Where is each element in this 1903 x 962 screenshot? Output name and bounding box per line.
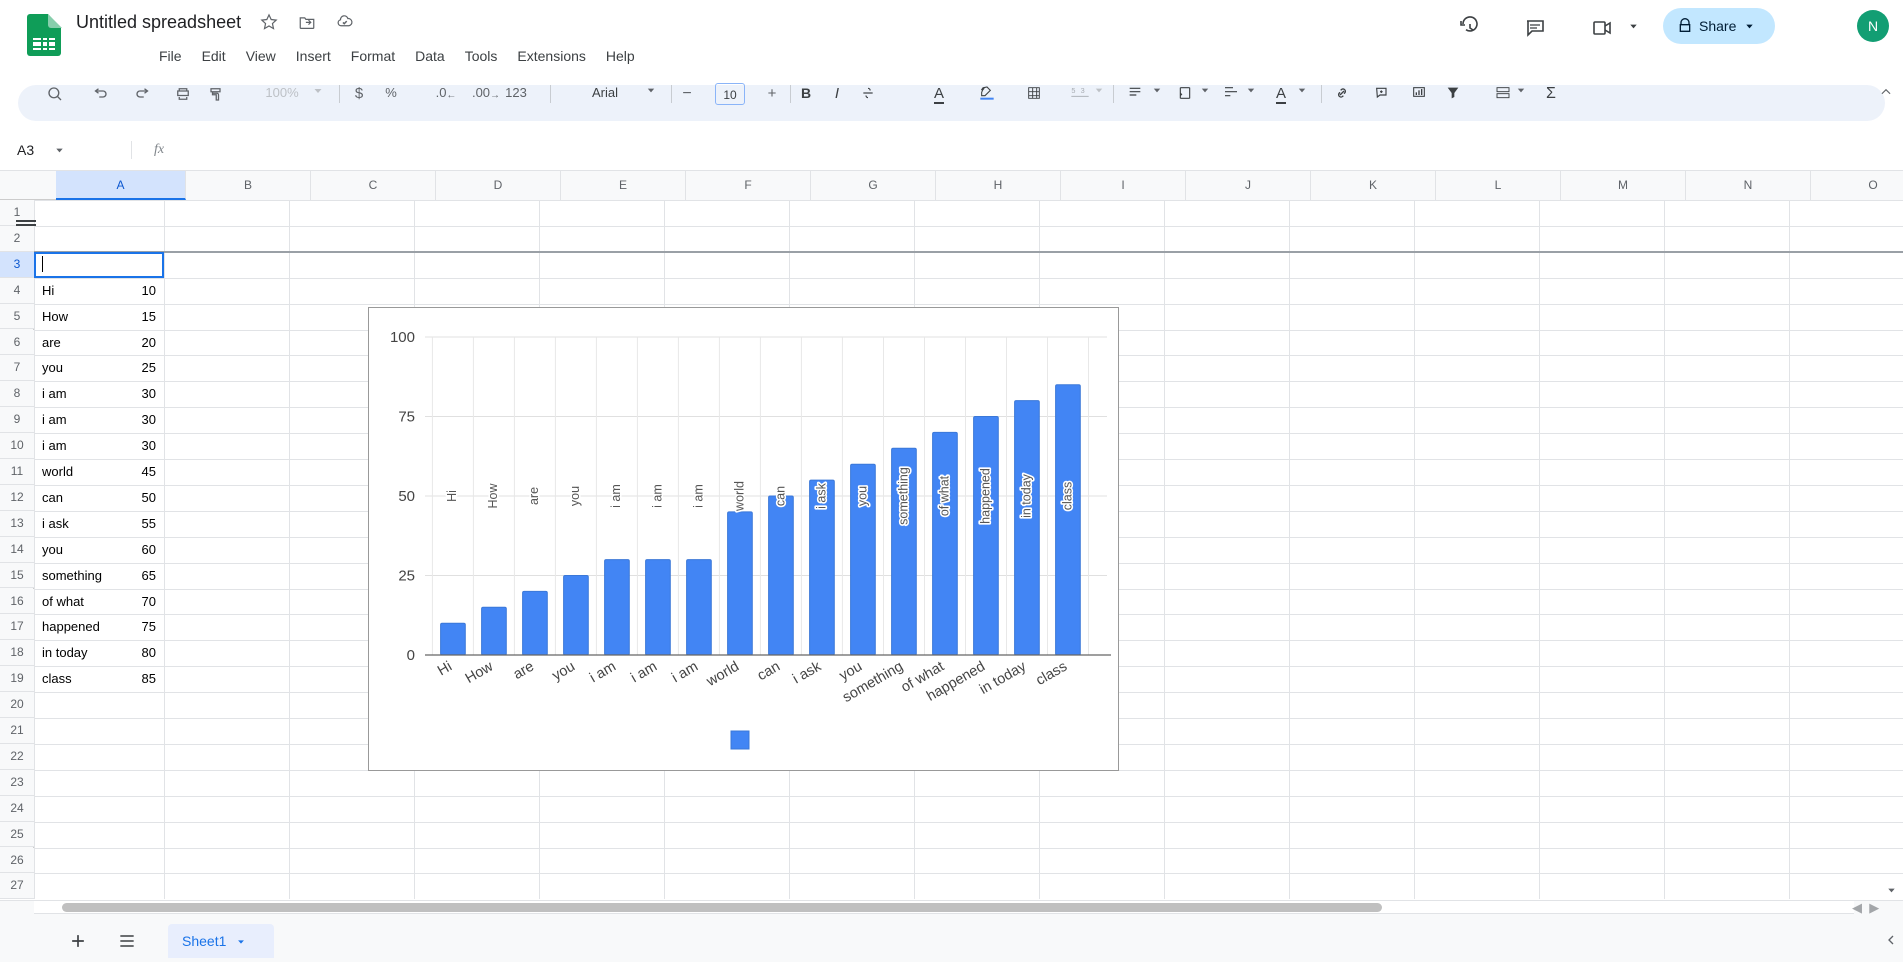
- svg-text:i am: i am: [609, 484, 623, 508]
- svg-text:you: you: [550, 659, 578, 685]
- svg-text:are: are: [527, 487, 541, 505]
- svg-text:Hi: Hi: [435, 659, 455, 680]
- svg-text:i am: i am: [628, 659, 660, 687]
- svg-text:class: class: [1033, 659, 1070, 689]
- svg-text:i am: i am: [587, 659, 619, 687]
- svg-text:i ask: i ask: [790, 658, 824, 687]
- svg-text:100: 100: [390, 329, 415, 346]
- svg-text:can: can: [773, 486, 787, 506]
- svg-text:you: you: [568, 486, 582, 506]
- svg-text:0: 0: [407, 647, 415, 664]
- svg-text:i am: i am: [669, 659, 701, 687]
- svg-text:5: 5: [1071, 86, 1075, 95]
- svg-text:happened: happened: [978, 468, 992, 524]
- svg-text:3: 3: [1081, 86, 1085, 95]
- svg-text:world: world: [732, 481, 746, 512]
- svg-text:i ask: i ask: [814, 482, 828, 508]
- svg-text:in today: in today: [977, 658, 1030, 698]
- svg-text:are: are: [511, 659, 537, 683]
- svg-text:world: world: [703, 659, 742, 691]
- svg-text:How: How: [486, 483, 500, 509]
- svg-text:75: 75: [398, 409, 415, 426]
- svg-text:Hi: Hi: [445, 490, 459, 502]
- svg-text:25: 25: [398, 568, 415, 585]
- svg-text:50: 50: [398, 488, 415, 505]
- svg-text:you: you: [855, 486, 869, 506]
- svg-text:something: something: [896, 467, 910, 525]
- svg-text:i am: i am: [650, 484, 664, 508]
- svg-text:i am: i am: [691, 484, 705, 508]
- svg-text:can: can: [755, 659, 783, 685]
- svg-text:How: How: [463, 658, 497, 687]
- svg-text:class: class: [1060, 482, 1074, 510]
- svg-text:of what: of what: [937, 475, 951, 516]
- svg-text:in today: in today: [1019, 473, 1033, 518]
